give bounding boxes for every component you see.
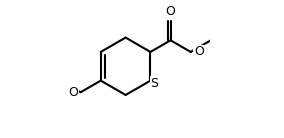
Text: O: O — [194, 45, 204, 58]
Text: O: O — [166, 5, 176, 18]
Text: S: S — [151, 77, 158, 90]
Text: O: O — [68, 86, 78, 99]
